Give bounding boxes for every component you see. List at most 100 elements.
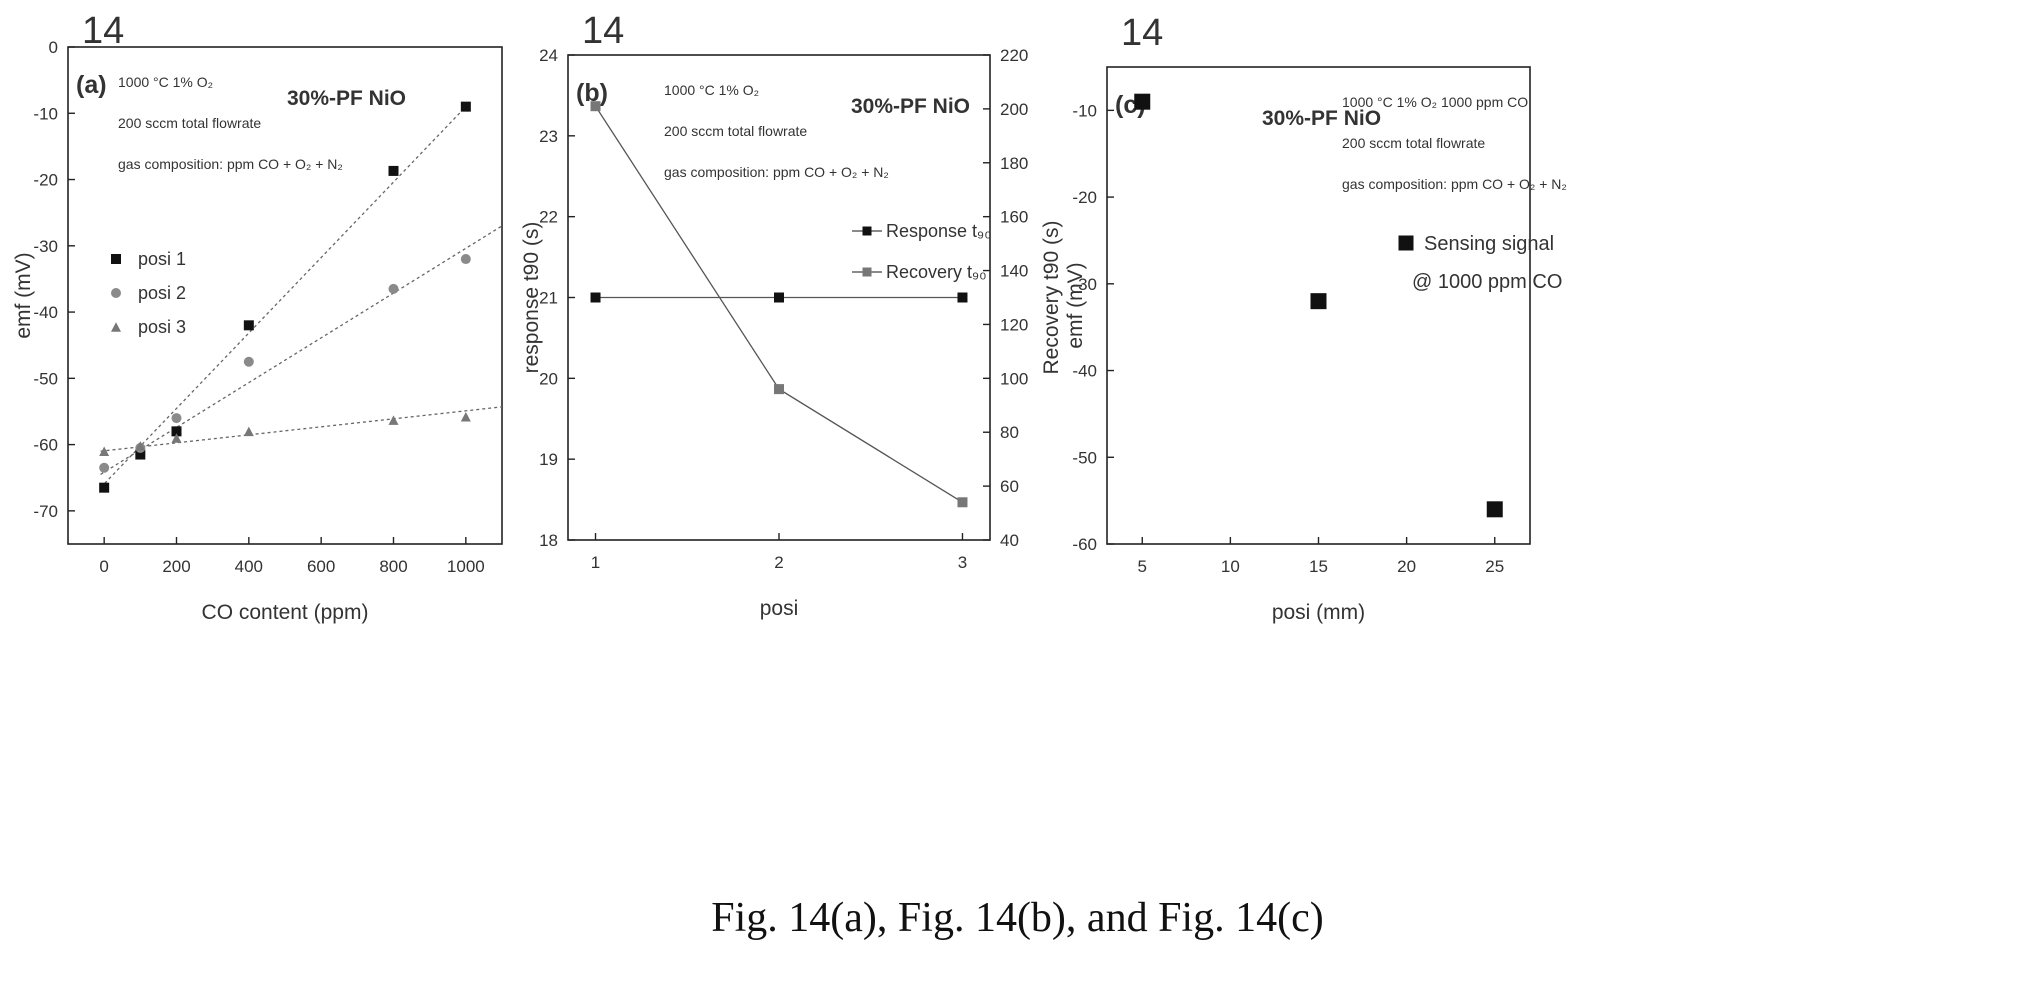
x-tick-label: 2	[774, 553, 783, 572]
data-point	[460, 412, 471, 422]
y-tick-label: 0	[49, 38, 58, 57]
data-point	[388, 283, 399, 294]
y-right-tick-label: 220	[1000, 46, 1028, 65]
y-tick-label: -40	[1072, 362, 1097, 381]
data-point	[171, 433, 182, 443]
y-right-tick-label: 40	[1000, 531, 1019, 550]
y-tick-label: -20	[1072, 188, 1097, 207]
fit-line	[100, 406, 503, 452]
data-point	[1486, 501, 1503, 518]
x-axis-label: CO content (ppm)	[202, 601, 369, 624]
x-tick-label: 200	[162, 557, 190, 576]
x-tick-label: 5	[1138, 557, 1147, 576]
data-point	[1310, 293, 1327, 310]
data-point	[460, 254, 471, 265]
condition-annotation: 200 sccm total flowrate	[1342, 135, 1485, 151]
data-point	[243, 426, 254, 437]
x-tick-label: 3	[958, 553, 967, 572]
data-point	[957, 497, 968, 508]
y-tick-label: 18	[539, 531, 558, 550]
y-tick-label: -70	[33, 502, 58, 521]
condition-annotation: 1000 °C 1% O₂	[664, 82, 759, 98]
x-tick-label: 400	[235, 557, 263, 576]
x-tick-label: 1	[591, 553, 600, 572]
data-point	[171, 426, 182, 437]
data-point	[774, 384, 784, 395]
legend-marker	[862, 226, 872, 236]
y-right-tick-label: 200	[1000, 100, 1028, 119]
data-point	[388, 165, 399, 176]
chart-panel-b: 1 2 31819202122232440608010012014016018020…	[520, 10, 1063, 620]
legend-label: posi 3	[138, 317, 186, 337]
material-label: 30%-PF NiO	[1262, 107, 1381, 130]
x-tick-label: 1000	[447, 557, 485, 576]
condition-annotation: 1000 °C 1% O₂ 1000 ppm CO	[1342, 94, 1528, 110]
y-tick-label: -60	[33, 436, 58, 455]
legend-label: posi 1	[138, 249, 186, 269]
x-tick-label: 15	[1309, 557, 1328, 576]
fit-line	[100, 106, 467, 489]
data-point	[1134, 93, 1151, 110]
y-tick-label: 24	[539, 46, 558, 65]
y-right-tick-label: 120	[1000, 315, 1028, 334]
y-tick-label: -10	[33, 104, 58, 123]
y-tick-label: -20	[33, 171, 58, 190]
y-right-tick-label: 180	[1000, 154, 1028, 173]
data-point	[135, 441, 146, 451]
y-tick-label: -40	[33, 303, 58, 322]
x-tick-label: 10	[1221, 557, 1240, 576]
y-right-tick-label: 100	[1000, 369, 1028, 388]
y-axis-label: emf (mV)	[12, 252, 35, 338]
condition-annotation: gas composition: ppm CO + O₂ + N₂	[118, 156, 343, 172]
data-point	[243, 356, 254, 367]
y-right-tick-label: 140	[1000, 262, 1028, 281]
y-tick-label: -30	[1072, 275, 1097, 294]
y-right-tick-label: 60	[1000, 477, 1019, 496]
x-tick-label: 25	[1485, 557, 1504, 576]
legend-marker	[111, 322, 121, 332]
data-point	[135, 449, 146, 460]
material-label: 30%-PF NiO	[287, 87, 406, 110]
legend-marker	[1398, 235, 1414, 251]
chart-panel-c: 5 10 15 20 25 -10 -20 -30 -40 -50 -60 posi (mm) emf …	[1064, 12, 1567, 624]
figure-number: 14	[82, 10, 124, 52]
y-tick-label: -50	[1072, 448, 1097, 467]
y-right-tick-label: 80	[1000, 423, 1019, 442]
y-axis-label: emf (mV)	[1064, 262, 1087, 348]
x-axis-label: posi	[760, 597, 799, 620]
legend-label: @ 1000 ppm CO	[1412, 271, 1562, 293]
y-tick-label: -50	[33, 369, 58, 388]
y-tick-label: -60	[1072, 535, 1097, 554]
data-point	[99, 462, 110, 473]
condition-annotation: 200 sccm total flowrate	[118, 115, 261, 131]
y-tick-label: 20	[539, 369, 558, 388]
plot-frame	[67, 46, 503, 545]
y-tick-label: -30	[33, 237, 58, 256]
data-point	[388, 415, 399, 425]
figure-number: 14	[582, 10, 624, 52]
y-right-tick-label: 160	[1000, 208, 1028, 227]
data-point	[460, 101, 471, 112]
legend-marker	[111, 254, 121, 264]
figure-caption: Fig. 14(a), Fig. 14(b), and Fig. 14(c)	[711, 895, 1324, 941]
x-axis-label: posi (mm)	[1272, 601, 1365, 624]
panel-label: (a)	[76, 71, 107, 99]
figure-number: 14	[1121, 12, 1163, 54]
data-point	[590, 101, 601, 112]
x-tick-label: 800	[379, 557, 407, 576]
data-point	[171, 413, 182, 424]
condition-annotation: gas composition: ppm CO + O₂ + N₂	[664, 164, 889, 180]
legend-label: Sensing signal	[1424, 233, 1554, 255]
condition-annotation: 1000 °C 1% O₂	[118, 74, 213, 90]
legend-marker	[862, 267, 872, 277]
x-tick-label: 600	[307, 557, 335, 576]
material-label: 30%-PF NiO	[851, 95, 970, 118]
x-tick-label: 0	[99, 557, 108, 576]
data-point	[99, 482, 110, 493]
legend-marker	[111, 288, 121, 298]
y-tick-label: -10	[1072, 101, 1097, 120]
legend-label: Response t₉₀	[886, 221, 992, 241]
data-point	[774, 292, 784, 303]
condition-annotation: 200 sccm total flowrate	[664, 123, 807, 139]
